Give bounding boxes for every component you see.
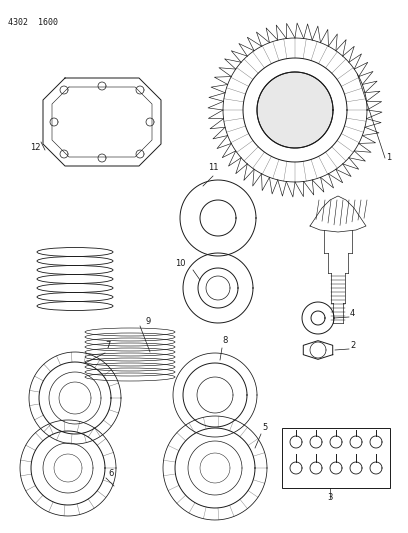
Text: 1: 1 (386, 153, 391, 162)
Text: 8: 8 (222, 336, 227, 345)
Polygon shape (257, 72, 333, 148)
Text: 5: 5 (262, 423, 267, 432)
Text: 4: 4 (350, 309, 355, 318)
Text: 2: 2 (350, 341, 355, 350)
Text: 10: 10 (175, 259, 186, 268)
Text: 7: 7 (105, 341, 111, 350)
Text: 4302  1600: 4302 1600 (8, 18, 58, 27)
Text: 11: 11 (208, 163, 218, 172)
Text: 12: 12 (30, 143, 40, 152)
Text: 3: 3 (327, 493, 333, 502)
Text: 9: 9 (145, 317, 150, 326)
Text: 6: 6 (108, 469, 113, 478)
Bar (282, 428, 390, 488)
